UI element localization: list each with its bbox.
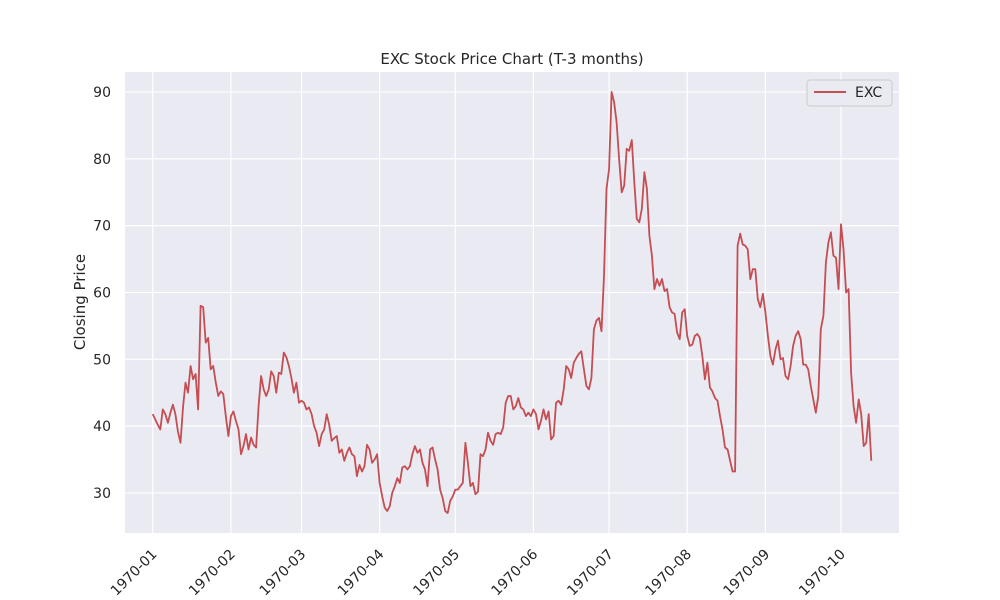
- y-tick-label: 70: [93, 219, 111, 235]
- x-tick-label: 1970-06: [489, 546, 542, 599]
- y-tick-labels: 30 40 50 60 70 80 90: [93, 85, 111, 502]
- legend-box: [806, 79, 893, 107]
- x-tick-label: 1970-07: [564, 547, 617, 600]
- x-tick-label: 1970-02: [186, 547, 239, 600]
- grid-lines: [125, 72, 899, 533]
- y-axis-label: Closing Price: [71, 254, 89, 350]
- plot-background: [125, 72, 899, 533]
- x-tick-labels: 1970-01 1970-02 1970-03 1970-04 1970-05 1970-…: [108, 546, 849, 599]
- x-tick-label: 1970-08: [642, 547, 695, 600]
- chart-title: EXC Stock Price Chart (T-3 months): [380, 50, 643, 68]
- y-tick-label: 50: [93, 352, 111, 368]
- legend: EXC: [806, 79, 893, 107]
- x-tick-label: 1970-01: [108, 547, 161, 600]
- x-tick-label: 1970-10: [796, 547, 849, 600]
- y-tick-label: 90: [93, 85, 111, 101]
- y-tick-label: 30: [93, 486, 111, 502]
- y-tick-label: 60: [93, 285, 111, 301]
- y-tick-label: 80: [93, 152, 111, 168]
- series-lines: [151, 91, 873, 514]
- x-tick-label: 1970-09: [721, 547, 774, 600]
- x-tick-label: 1970-03: [257, 547, 310, 600]
- x-tick-label: 1970-04: [335, 546, 388, 599]
- x-tick-label: 1970-05: [410, 547, 463, 600]
- series-line-exc: [151, 91, 873, 514]
- legend-label-exc: EXC: [855, 85, 882, 101]
- y-tick-label: 40: [93, 419, 111, 435]
